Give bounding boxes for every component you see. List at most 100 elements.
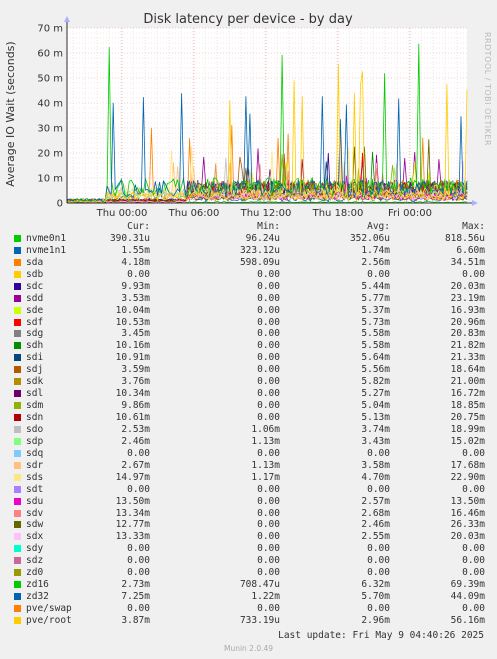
legend-min-value: 0.00	[257, 447, 280, 459]
legend-row: sdw 12.77m 0.00 2.46m 26.33m	[0, 519, 497, 531]
legend-series-name: sdm	[26, 400, 44, 412]
legend-series-name: sdj	[26, 364, 44, 376]
legend-max-value: 18.64m	[450, 364, 485, 376]
legend-avg-value: 2.55m	[361, 531, 390, 543]
legend-max-value: 0.00	[462, 268, 485, 280]
legend-avg-value: 3.74m	[361, 423, 390, 435]
legend-avg-value: 352.06u	[349, 232, 390, 244]
legend-min-value: 0.00	[257, 388, 280, 400]
legend-row: sdg 3.45m 0.00 5.58m 20.83m	[0, 328, 497, 340]
legend-cur-value: 0.00	[127, 543, 150, 555]
legend-swatch	[14, 234, 21, 242]
legend-header-max: Max:	[462, 221, 485, 232]
legend-min-value: 0.00	[257, 280, 280, 292]
legend-row: sdk 3.76m 0.00 5.82m 21.00m	[0, 376, 497, 388]
legend-cur-value: 2.67m	[121, 459, 150, 471]
legend-avg-value: 0.00	[367, 603, 390, 614]
legend-max-value: 818.56u	[444, 232, 485, 244]
legend-max-value: 21.00m	[450, 376, 485, 388]
legend-swatch	[14, 402, 21, 410]
legend-max-value: 18.99m	[450, 423, 485, 435]
legend-min-value: 0.00	[257, 412, 280, 423]
legend-series-name: sdl	[26, 388, 44, 400]
legend-series-name: pve/root	[26, 614, 72, 626]
legend-max-value: 20.96m	[450, 316, 485, 328]
legend-row: sdt 0.00 0.00 0.00 0.00	[0, 484, 497, 496]
legend-series-name: sdi	[26, 352, 44, 364]
legend-row: sdr 2.67m 1.13m 3.58m 17.68m	[0, 460, 497, 472]
legend-swatch	[14, 545, 21, 553]
legend-row: pve/root 3.87m 733.19u 2.96m 56.16m	[0, 615, 497, 627]
legend-max-value: 6.60m	[456, 244, 485, 256]
legend-min-value: 0.00	[257, 603, 280, 614]
y-tick-label: 30 m	[37, 124, 63, 135]
legend-min-value: 1.06m	[251, 423, 280, 435]
rrdtool-credit: RRDTOOL / TOBI OETIKER	[483, 32, 492, 146]
legend-max-value: 21.82m	[450, 340, 485, 352]
legend-cur-value: 10.16m	[115, 340, 150, 352]
legend-cur-value: 9.86m	[121, 400, 150, 412]
legend-series-name: nvme1n1	[26, 244, 67, 256]
legend-cur-value: 10.34m	[115, 388, 150, 400]
legend-row: sda 4.18m 598.09u 2.56m 34.51m	[0, 257, 497, 269]
legend-swatch	[14, 557, 21, 565]
legend-swatch	[14, 246, 21, 254]
legend-min-value: 0.00	[257, 567, 280, 579]
legend-row: sdx 13.33m 0.00 2.55m 20.03m	[0, 531, 497, 543]
legend-cur-value: 13.34m	[115, 507, 150, 519]
legend-avg-value: 0.00	[367, 447, 390, 459]
legend-cur-value: 3.45m	[121, 328, 150, 340]
legend-swatch	[14, 414, 21, 421]
chart: Disk latency per device - by day Average…	[4, 12, 492, 219]
legend-swatch	[14, 581, 21, 589]
legend-cur-value: 0.00	[127, 268, 150, 280]
legend-series-name: sdq	[26, 447, 44, 459]
legend-series-name: sdo	[26, 423, 44, 435]
legend-avg-value: 4.70m	[361, 471, 390, 483]
legend-row: sds 14.97m 1.17m 4.70m 22.90m	[0, 472, 497, 484]
y-tick-label: 0	[57, 199, 63, 210]
x-tick-labels: Thu 00:00 Thu 06:00 Thu 12:00 Thu 18:00 Fri …	[96, 208, 432, 219]
legend-max-value: 0.00	[462, 483, 485, 495]
y-tick-labels: 0 10 m 20 m 30 m 40 m 50 m 60 m 70 m	[37, 24, 63, 210]
legend-series-name: sdt	[26, 483, 44, 495]
legend-series-name: zd16	[26, 579, 49, 591]
series-line-zd32	[66, 93, 468, 204]
legend-series-name: sdn	[26, 412, 44, 423]
x-axis-arrow	[472, 200, 478, 206]
x-tick-label: Thu 06:00	[168, 208, 220, 219]
legend-cur-value: 4.18m	[121, 256, 150, 268]
series-line-sdv	[66, 163, 468, 204]
legend-cur-value: 9.93m	[121, 280, 150, 292]
legend-swatch	[14, 616, 21, 624]
legend-max-value: 16.46m	[450, 507, 485, 519]
legend-min-value: 1.13m	[251, 435, 280, 447]
legend-row: sdd 3.53m 0.00 5.77m 23.19m	[0, 293, 497, 305]
legend-series-name: sdy	[26, 543, 44, 555]
legend-avg-value: 5.77m	[361, 292, 390, 304]
legend-swatch	[14, 390, 21, 398]
legend-swatch	[14, 449, 21, 457]
legend-swatch	[14, 330, 21, 338]
plot-background	[67, 28, 467, 203]
legend-row: nvme1n1 1.55m 323.12u 1.74m 6.60m	[0, 245, 497, 257]
legend-row: sdl 10.34m 0.00 5.27m 16.72m	[0, 388, 497, 400]
legend-min-value: 0.00	[257, 483, 280, 495]
legend-header-min: Min:	[257, 221, 280, 232]
legend-swatch	[14, 533, 21, 541]
legend-avg-value: 5.58m	[361, 328, 390, 340]
legend-series-name: sdk	[26, 376, 44, 388]
legend-series-name: sdc	[26, 280, 44, 292]
last-update: Last update: Fri May 9 04:40:26 2025	[278, 630, 484, 641]
legend-cur-value: 12.77m	[115, 519, 150, 531]
y-axis-arrow	[64, 16, 70, 22]
y-tick-label: 20 m	[37, 149, 63, 160]
legend-avg-value: 2.96m	[361, 614, 390, 626]
legend-row: zd32 7.25m 1.22m 5.70m 44.09m	[0, 591, 497, 603]
legend-avg-value: 0.00	[367, 567, 390, 579]
legend-min-value: 0.00	[257, 340, 280, 352]
legend-min-value: 0.00	[257, 519, 280, 531]
legend-row: zd16 2.73m 708.47u 6.32m 69.39m	[0, 579, 497, 591]
legend-min-value: 96.24u	[245, 232, 280, 244]
legend-cur-value: 10.04m	[115, 304, 150, 316]
